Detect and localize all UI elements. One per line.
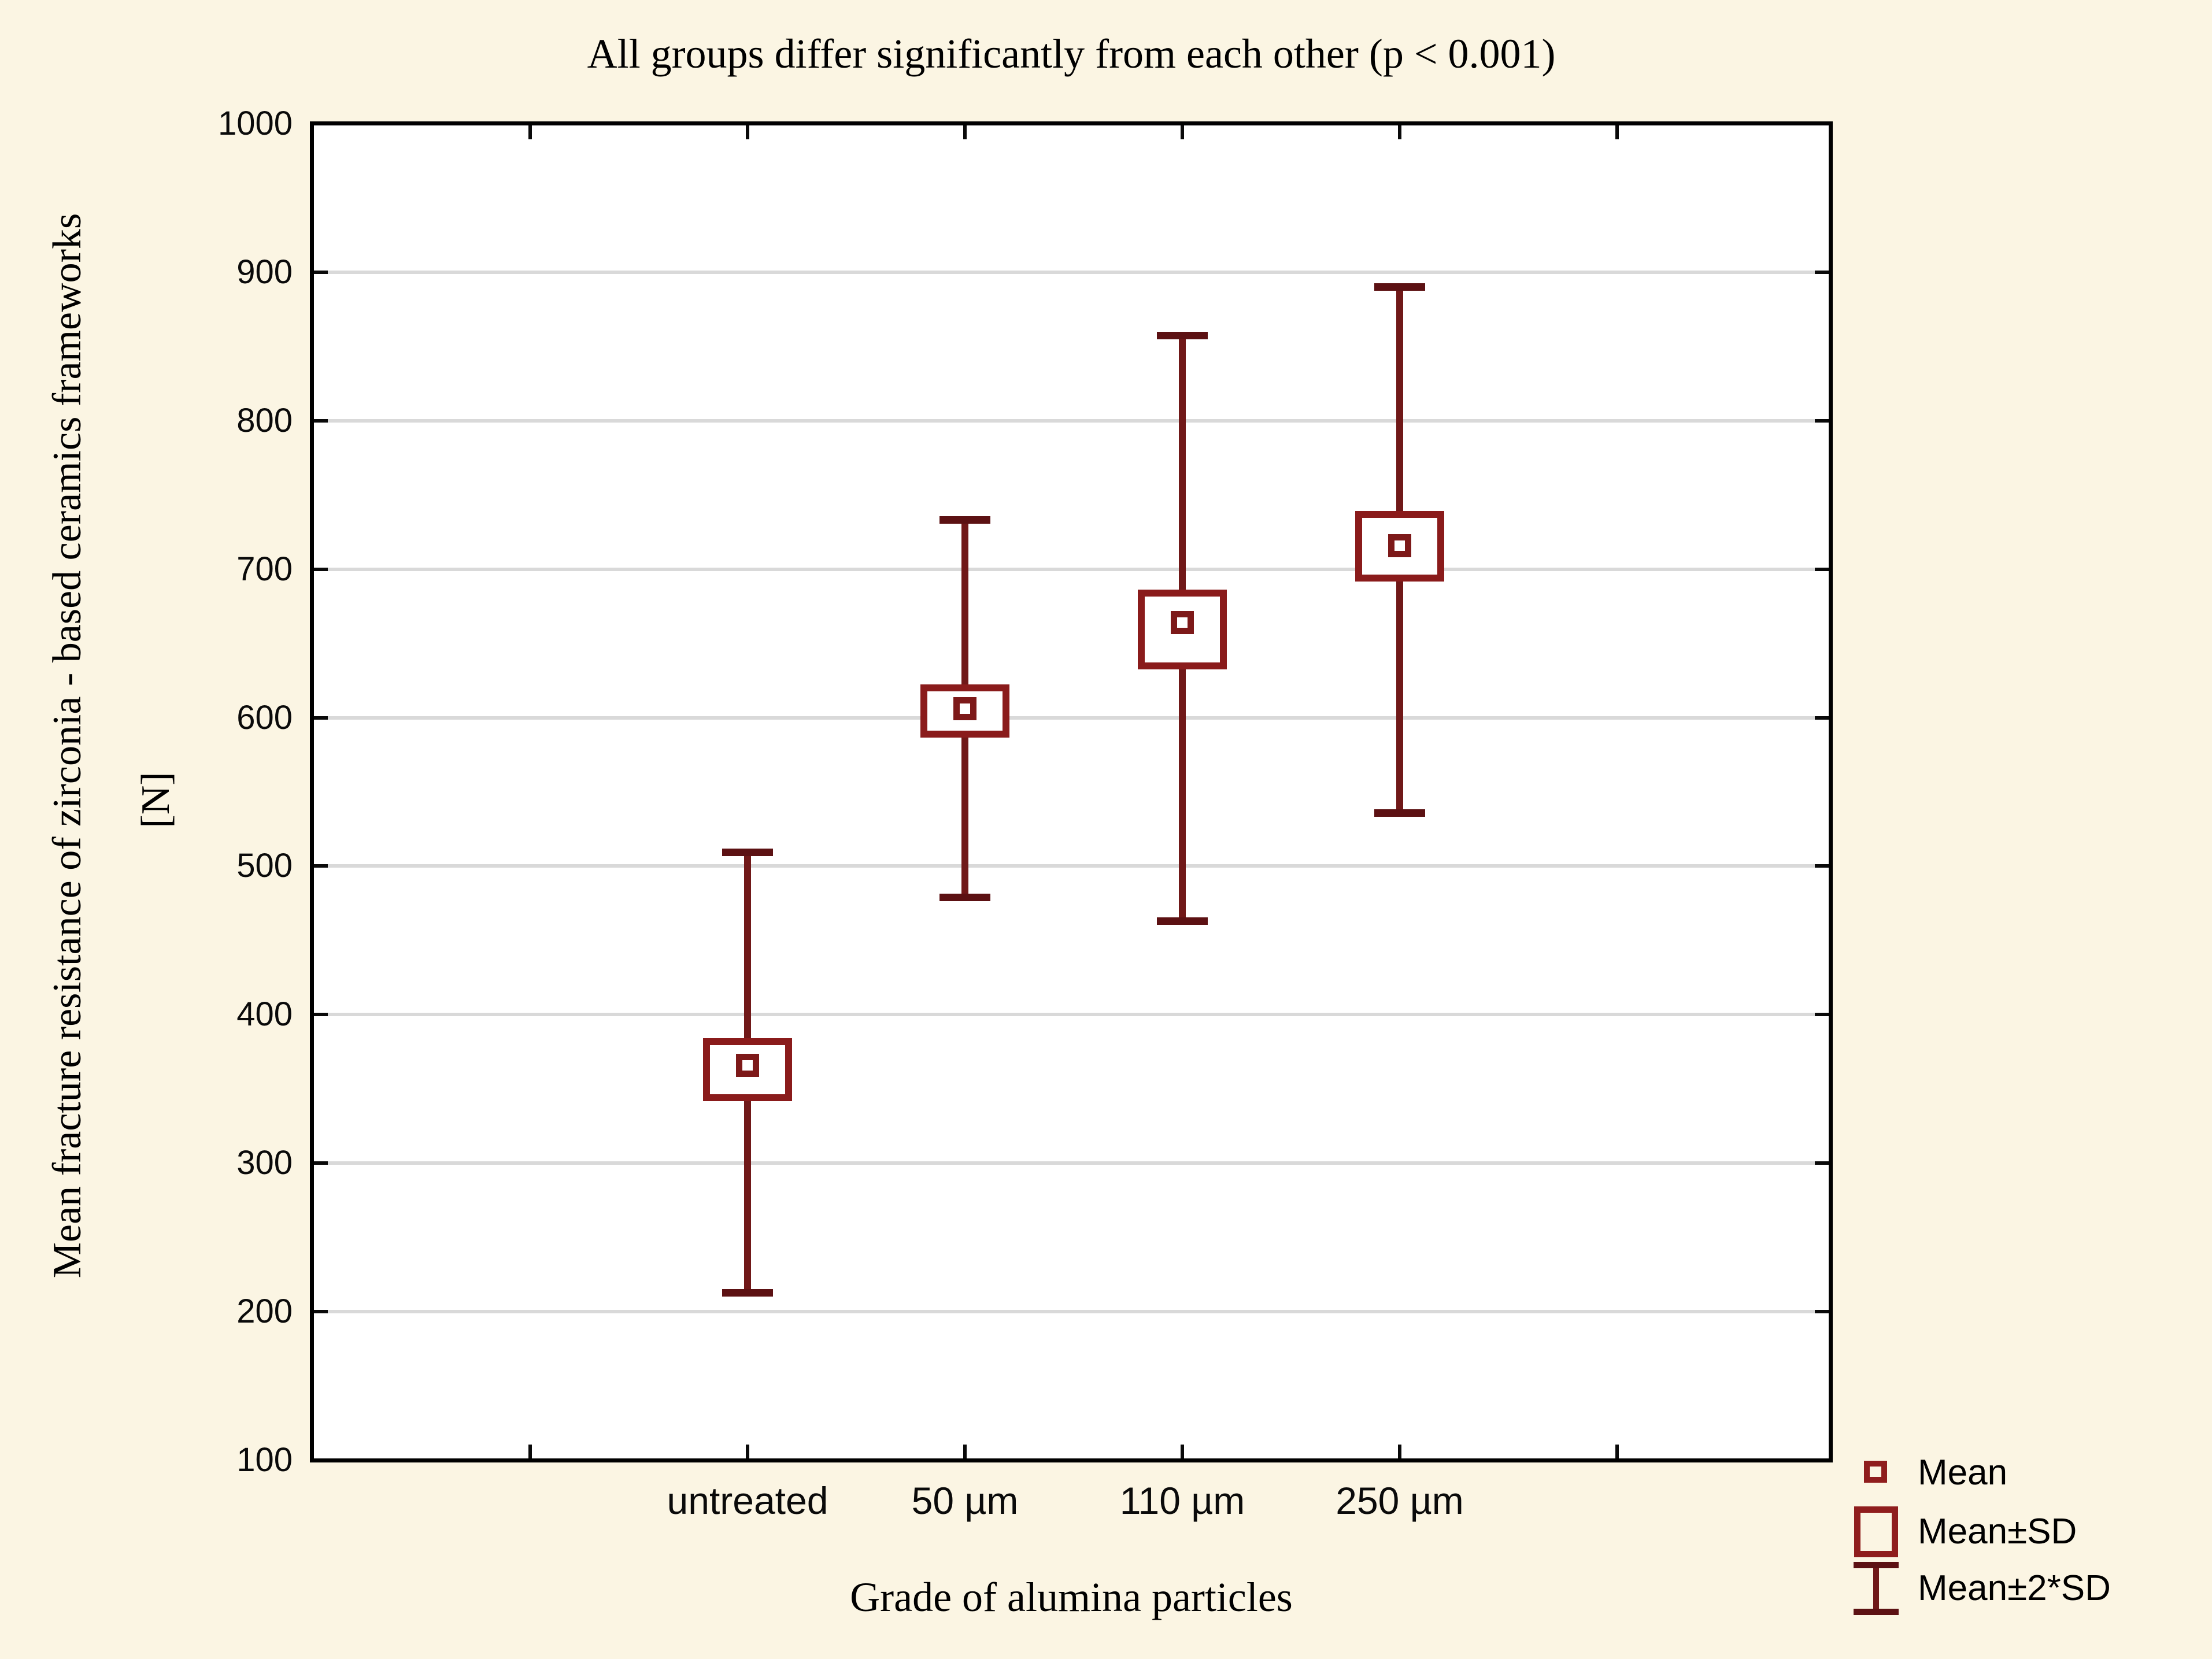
y-tick-label-400: 400: [236, 995, 293, 1033]
y-tick-label-600: 600: [236, 699, 293, 736]
x-tick-top-4: [1398, 125, 1401, 139]
legend-whisker-bottom-cap: [1854, 1609, 1899, 1615]
gridline-900: [314, 271, 1829, 274]
whisker-cap-top-250 µm: [1374, 283, 1425, 291]
x-tick-label-1: untreated: [667, 1479, 828, 1522]
mean-marker-untreated: [736, 1054, 759, 1077]
y-tick-label-800: 800: [236, 402, 293, 439]
x-tick-bottom-5: [1615, 1445, 1619, 1458]
x-tick-top-5: [1615, 125, 1619, 139]
gridline-300: [314, 1161, 1829, 1165]
gridline-600: [314, 716, 1829, 720]
y-tick-right-200: [1815, 1310, 1829, 1313]
y-tick-right-700: [1815, 568, 1829, 571]
whisker-cap-bottom-50 µm: [939, 894, 990, 901]
whisker-cap-top-50 µm: [939, 516, 990, 524]
gridline-500: [314, 864, 1829, 868]
x-tick-label-3: 110 µm: [1119, 1479, 1245, 1522]
x-tick-label-4: 250 µm: [1336, 1479, 1464, 1522]
x-tick-bottom-0: [528, 1445, 532, 1458]
whisker-cap-top-untreated: [722, 849, 773, 856]
y-axis-unit-label: [N]: [134, 772, 178, 828]
mean-marker-50 µm: [953, 697, 976, 720]
y-tick-left-200: [314, 1310, 328, 1313]
x-tick-top-1: [746, 125, 749, 139]
x-tick-bottom-1: [746, 1445, 749, 1458]
y-tick-right-300: [1815, 1161, 1829, 1165]
y-tick-label-100: 100: [236, 1441, 293, 1479]
x-tick-bottom-3: [1181, 1445, 1184, 1458]
legend-whisker-top-cap: [1854, 1562, 1899, 1568]
whisker-cap-bottom-110 µm: [1157, 917, 1208, 925]
y-tick-label-300: 300: [236, 1144, 293, 1182]
whisker-cap-top-110 µm: [1157, 332, 1208, 339]
x-tick-top-2: [963, 125, 967, 139]
x-axis-title: Grade of alumina particles: [850, 1574, 1293, 1620]
y-tick-left-700: [314, 568, 328, 571]
y-tick-left-400: [314, 1013, 328, 1016]
legend-mean-2sd-label: Mean±2*SD: [1918, 1568, 2111, 1608]
x-tick-top-3: [1181, 125, 1184, 139]
legend-mean-sd-icon: [1854, 1506, 1898, 1557]
y-tick-label-200: 200: [236, 1293, 293, 1330]
legend-mean-sd-label: Mean±SD: [1918, 1512, 2077, 1551]
x-tick-bottom-4: [1398, 1445, 1401, 1458]
x-tick-bottom-2: [963, 1445, 967, 1458]
legend-mean-2sd-icon: [1854, 1562, 1899, 1615]
y-tick-left-500: [314, 864, 328, 868]
y-tick-label-700: 700: [236, 550, 293, 588]
gridline-700: [314, 568, 1829, 571]
gridline-200: [314, 1310, 1829, 1313]
y-tick-right-800: [1815, 419, 1829, 423]
mean-marker-250 µm: [1388, 534, 1411, 557]
y-tick-left-900: [314, 271, 328, 274]
y-tick-left-800: [314, 419, 328, 423]
whisker-cap-bottom-untreated: [722, 1289, 773, 1297]
x-tick-top-0: [528, 125, 532, 139]
x-tick-label-2: 50 µm: [911, 1479, 1019, 1522]
sd-box-250 µm: [1355, 511, 1444, 582]
y-tick-label-500: 500: [236, 847, 293, 884]
legend-whisker-stem: [1873, 1568, 1879, 1609]
y-tick-label-900: 900: [236, 253, 293, 291]
y-tick-right-500: [1815, 864, 1829, 868]
chart-title: All groups differ significantly from eac…: [587, 31, 1556, 77]
legend-mean-label: Mean: [1918, 1453, 2008, 1493]
y-tick-left-600: [314, 716, 328, 720]
y-tick-label-1000: 1000: [217, 105, 293, 142]
whisker-cap-bottom-250 µm: [1374, 809, 1425, 817]
y-tick-left-300: [314, 1161, 328, 1165]
y-tick-right-900: [1815, 271, 1829, 274]
y-tick-right-600: [1815, 716, 1829, 720]
gridline-400: [314, 1013, 1829, 1016]
legend-mean-icon: [1864, 1461, 1887, 1483]
mean-marker-110 µm: [1171, 611, 1194, 634]
y-axis-title: Mean fracture resistance of zirconia - b…: [45, 213, 90, 1279]
gridline-800: [314, 419, 1829, 423]
plot-area: [310, 121, 1833, 1462]
y-tick-right-400: [1815, 1013, 1829, 1016]
